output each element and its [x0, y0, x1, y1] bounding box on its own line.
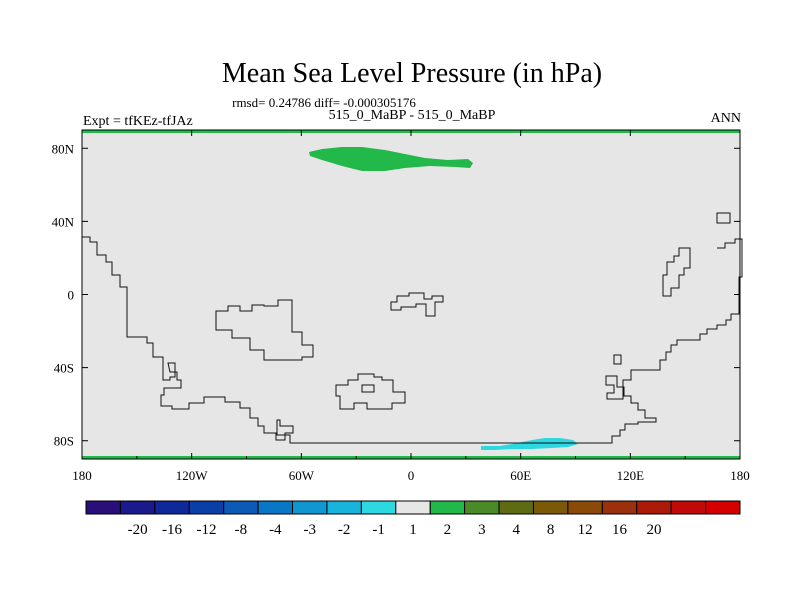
x-tick-label: 0: [408, 468, 415, 483]
colorbar-swatch: [636, 500, 672, 515]
x-tick-label: 60E: [510, 468, 531, 483]
colorbar-swatch: [292, 500, 328, 515]
y-tick-label: 0: [68, 288, 75, 303]
x-tick-label: 60W: [289, 468, 315, 483]
coastlines: [82, 212, 743, 444]
colorbar-swatch: [188, 500, 225, 515]
colorbar-label: 8: [547, 522, 555, 538]
colorbar-label: -16: [162, 522, 182, 538]
y-tick-label: 40S: [54, 361, 74, 376]
colorbar-swatch: [395, 500, 431, 515]
colorbar-label: -1: [372, 522, 385, 538]
central-west-contour: [215, 299, 314, 361]
y-tick-label: 40N: [52, 214, 75, 229]
arctic-positive-anomaly: [309, 147, 473, 171]
colorbar-swatch: [119, 500, 156, 515]
case-label: 515_0_MaBP - 515_0_MaBP: [329, 108, 496, 123]
equatorial-contour: [390, 292, 444, 317]
colorbar-label: -3: [303, 522, 316, 538]
colorbar-label: 3: [478, 522, 486, 538]
x-tick-label: 180: [730, 468, 750, 483]
y-tick-label: 80S: [54, 434, 74, 449]
chart-title: Mean Sea Level Pressure (in hPa): [222, 58, 602, 89]
colorbar-label: -12: [196, 522, 216, 538]
colorbar: -20 -16 -12 -8 -4 -3 -2 -1 1 2 3 4 8 12 16 20: [85, 500, 741, 538]
colorbar-swatch: [705, 500, 741, 515]
colorbar-label: -8: [235, 522, 248, 538]
map-background: [82, 130, 740, 459]
season-label: ANN: [711, 111, 741, 126]
colorbar-swatch: [498, 500, 534, 515]
colorbar-swatch: [601, 500, 638, 515]
colorbar-label: -20: [128, 522, 148, 538]
colorbar-swatch: [532, 500, 569, 515]
africa-antarctic-coastline: [450, 238, 743, 444]
x-axis: 180 120W 60W 0 60E 120E 180: [72, 130, 750, 483]
experiment-label: Expt = tfKEz-tfJAz: [83, 114, 193, 129]
colorbar-swatch: [257, 500, 294, 515]
x-tick-label: 120E: [617, 468, 645, 483]
colorbar-swatch: [326, 500, 362, 515]
colorbar-label: 16: [612, 522, 628, 538]
colorbar-swatch: [223, 500, 259, 515]
colorbar-swatch: [154, 500, 190, 515]
x-tick-label: 120W: [176, 468, 209, 483]
south-atlantic-contour: [335, 373, 406, 410]
colorbar-swatch: [567, 500, 603, 515]
y-tick-label: 80N: [52, 141, 75, 156]
y-axis: 80N 40N 0 40S 80S: [52, 141, 740, 449]
colorbar-swatch: [429, 500, 466, 515]
colorbar-label: 20: [646, 522, 661, 538]
colorbar-swatch: [670, 500, 707, 515]
colorbar-label: 12: [578, 522, 593, 538]
colorbar-label: 1: [409, 522, 417, 538]
x-tick-label: 180: [72, 468, 92, 483]
upper-east-island-outline: [716, 212, 731, 224]
east-island-outline: [662, 247, 691, 297]
colorbar-label: -2: [338, 522, 351, 538]
south-east-islet-outline: [613, 354, 622, 365]
colorbar-swatch: [464, 500, 500, 515]
antarctic-negative-anomaly: [481, 438, 578, 450]
colorbar-label: 4: [513, 522, 521, 538]
colorbar-label: -4: [269, 522, 282, 538]
colorbar-swatch: [360, 500, 397, 515]
americas-coastline: [82, 236, 450, 444]
stats-line: rmsd= 0.24786 diff= -0.000305176: [232, 95, 416, 110]
colorbar-swatch: [85, 500, 121, 515]
colorbar-label: 2: [444, 522, 452, 538]
